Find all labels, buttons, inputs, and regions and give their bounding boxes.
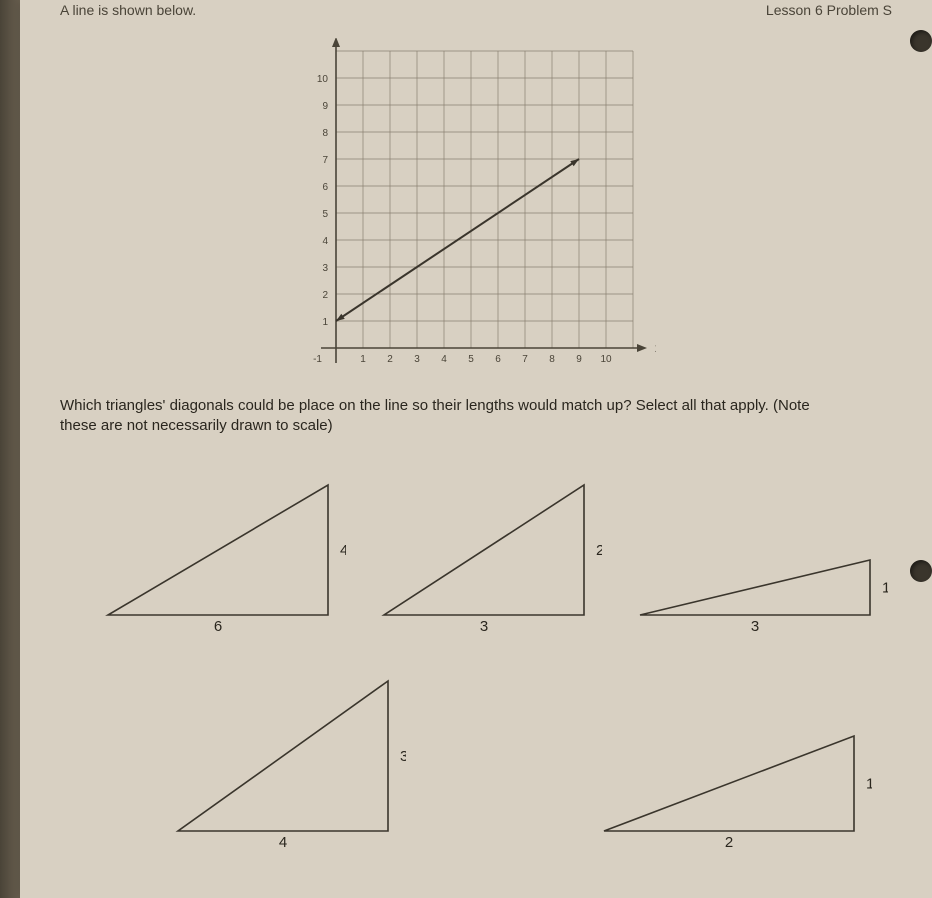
svg-text:3: 3: [322, 263, 328, 274]
svg-text:9: 9: [322, 101, 328, 112]
svg-text:1: 1: [360, 354, 366, 365]
triangle-3: 31: [622, 542, 888, 633]
svg-text:9: 9: [576, 354, 582, 365]
triangle-2: 32: [366, 467, 602, 633]
header-right-text: Lesson 6 Problem S: [766, 2, 892, 18]
triangles-row-1: 64 32 31: [60, 467, 892, 633]
svg-text:4: 4: [441, 354, 447, 365]
svg-text:7: 7: [522, 354, 528, 365]
svg-text:7: 7: [322, 155, 328, 166]
svg-text:2: 2: [387, 354, 393, 365]
question-line1: Which triangles' diagonals could be plac…: [60, 396, 892, 416]
svg-text:6: 6: [495, 354, 501, 365]
coordinate-grid-container: 1234567891012345678910xy-1: [60, 38, 892, 378]
svg-text:2: 2: [322, 290, 328, 301]
svg-text:2: 2: [596, 542, 602, 559]
svg-text:2: 2: [725, 834, 733, 849]
svg-text:6: 6: [214, 618, 222, 633]
triangle-1: 64: [90, 467, 346, 633]
svg-text:3: 3: [400, 748, 406, 765]
svg-text:4: 4: [322, 236, 328, 247]
svg-text:1: 1: [866, 775, 872, 792]
triangle-4: 43: [160, 663, 406, 849]
svg-text:8: 8: [549, 354, 555, 365]
coordinate-grid: 1234567891012345678910xy-1: [296, 38, 656, 378]
svg-text:x: x: [655, 341, 656, 355]
svg-text:3: 3: [480, 618, 488, 633]
header-left-text: A line is shown below.: [60, 2, 196, 18]
header: A line is shown below. Lesson 6 Problem …: [60, 0, 892, 18]
svg-text:4: 4: [340, 542, 346, 559]
worksheet-page: A line is shown below. Lesson 6 Problem …: [20, 0, 932, 898]
svg-text:6: 6: [322, 182, 328, 193]
svg-text:5: 5: [468, 354, 474, 365]
svg-text:3: 3: [414, 354, 420, 365]
svg-text:10: 10: [600, 354, 612, 365]
svg-text:1: 1: [882, 579, 888, 596]
binder-hole: [910, 560, 932, 582]
svg-text:-1: -1: [313, 354, 322, 365]
binder-hole: [910, 30, 932, 52]
triangles-row-2: 43 21: [60, 663, 892, 849]
svg-text:4: 4: [279, 834, 287, 849]
svg-text:1: 1: [322, 317, 328, 328]
svg-text:5: 5: [322, 209, 328, 220]
triangle-5: 21: [586, 718, 872, 849]
svg-text:3: 3: [751, 618, 759, 633]
svg-text:8: 8: [322, 128, 328, 139]
question-line2: these are not necessarily drawn to scale…: [60, 416, 892, 436]
question-text: Which triangles' diagonals could be plac…: [60, 396, 892, 437]
svg-text:10: 10: [317, 74, 329, 85]
